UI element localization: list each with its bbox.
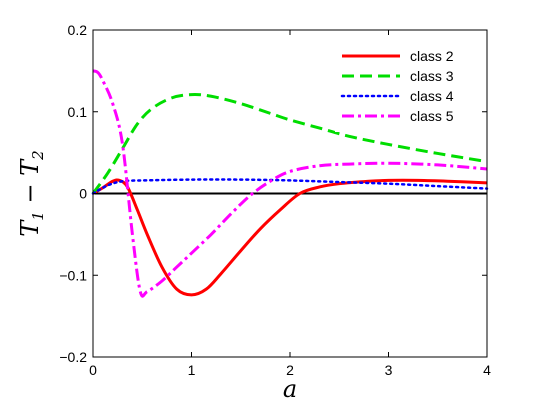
legend-label-3: class 4	[410, 88, 454, 104]
y-axis-title-sub2: 2	[29, 150, 47, 161]
series-line-3	[91, 178, 489, 195]
y-axis-title: T1 − T2	[16, 150, 47, 236]
legend-label-1: class 2	[410, 48, 454, 64]
x-tick-label: 4	[483, 362, 491, 378]
series-layer	[91, 69, 489, 298]
y-axis-title-minus: − T	[16, 158, 44, 211]
y-tick-label: −0.2	[59, 349, 87, 365]
x-tick-label: 1	[188, 362, 196, 378]
x-axis-title: a	[283, 375, 297, 403]
x-tick-label: 0	[89, 362, 97, 378]
series-line-1	[92, 178, 488, 297]
x-tick-label: 2	[286, 362, 294, 378]
y-tick-label: −0.1	[59, 267, 87, 283]
series-line-4	[92, 69, 488, 298]
x-tick-label: 3	[385, 362, 393, 378]
legend-label-4: class 5	[410, 108, 454, 124]
y-tick-label: 0.2	[68, 22, 88, 38]
legend: class 2 class 3 class 4 class 5	[335, 40, 480, 132]
y-tick-label: 0	[79, 186, 87, 202]
series-line-2	[91, 93, 488, 195]
legend-label-2: class 3	[410, 68, 454, 84]
legend-box	[335, 40, 480, 132]
y-axis-title-sub1: 1	[29, 211, 47, 221]
y-tick-label: 0.1	[68, 104, 88, 120]
tick-layer: 0 1 2 3 4 −0.2 −0.1 0 0.1 0.2	[59, 22, 491, 378]
y-axis-title-main: T	[16, 219, 44, 237]
